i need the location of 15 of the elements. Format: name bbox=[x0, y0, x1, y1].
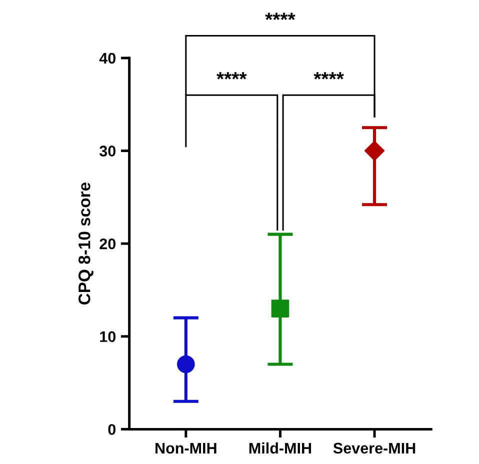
point bbox=[271, 300, 290, 318]
point bbox=[364, 140, 385, 161]
y-axis-title: CPQ 8-10 score bbox=[78, 182, 94, 305]
x-tick-label: Severe-MIH bbox=[333, 442, 416, 454]
y-tick-label: 10 bbox=[100, 331, 116, 342]
x-tick-label: Mild-MIH bbox=[249, 442, 312, 454]
text: **** bbox=[265, 12, 296, 20]
y-tick-label: 30 bbox=[99, 146, 116, 157]
annotation: **** bbox=[314, 72, 344, 80]
y-tick-label: 0 bbox=[108, 424, 116, 435]
annotation: **** bbox=[216, 72, 247, 80]
y-tick-label: 20 bbox=[100, 238, 116, 250]
x-tick-label: Non-MIH bbox=[156, 442, 216, 454]
point bbox=[177, 355, 195, 374]
y-tick-label: 40 bbox=[99, 52, 116, 64]
